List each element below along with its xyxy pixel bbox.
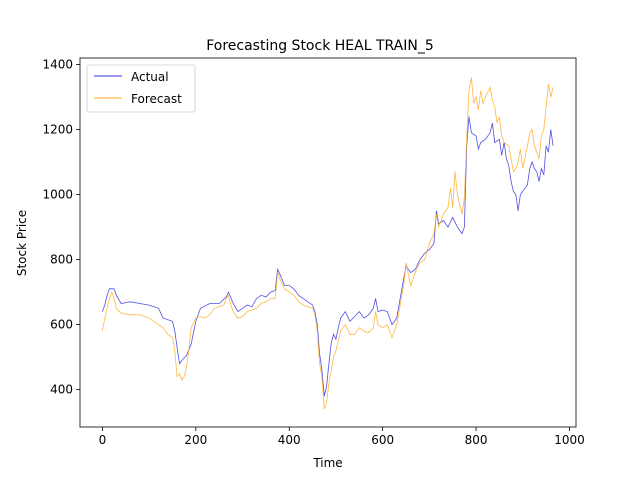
legend-box (86, 64, 196, 113)
series-line-forecast (102, 77, 554, 410)
x-tick-label: 1000 (554, 433, 585, 447)
legend-actual-label: Actual (131, 70, 169, 84)
y-tick-label: 1000 (42, 188, 73, 202)
y-axis: 400 600 800 1000 1200 1400 (42, 58, 80, 397)
x-axis-label: Time (312, 456, 342, 470)
x-tick-label: 400 (278, 433, 301, 447)
x-tick-label: 200 (184, 433, 207, 447)
x-tick-label: 600 (371, 433, 394, 447)
y-axis-label: Stock Price (15, 210, 29, 276)
y-tick-label: 1400 (42, 58, 73, 72)
y-tick-label: 800 (50, 253, 73, 267)
chart-title: Forecasting Stock HEAL TRAIN_5 (206, 38, 434, 54)
plot-lines (102, 77, 554, 410)
plot-frame (79, 57, 577, 428)
y-tick-label: 400 (50, 383, 73, 397)
legend-forecast-label: Forecast (131, 92, 182, 106)
series-line-actual (102, 116, 554, 397)
y-tick-label: 1200 (42, 123, 73, 137)
x-tick-label: 0 (99, 433, 107, 447)
y-tick-label: 600 (50, 318, 73, 332)
x-axis: 0 200 400 600 800 1000 (99, 427, 585, 447)
legend: Actual Forecast (86, 64, 196, 113)
x-tick-label: 800 (465, 433, 488, 447)
